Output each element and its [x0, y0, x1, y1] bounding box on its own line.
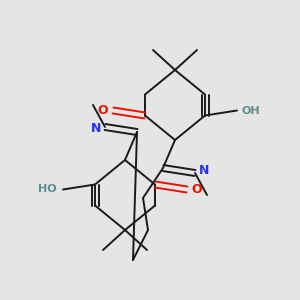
- Text: N: N: [91, 122, 101, 136]
- Text: OH: OH: [242, 106, 260, 116]
- Text: N: N: [199, 164, 209, 178]
- Text: O: O: [192, 183, 202, 196]
- Text: HO: HO: [38, 184, 56, 194]
- Text: O: O: [98, 104, 108, 117]
